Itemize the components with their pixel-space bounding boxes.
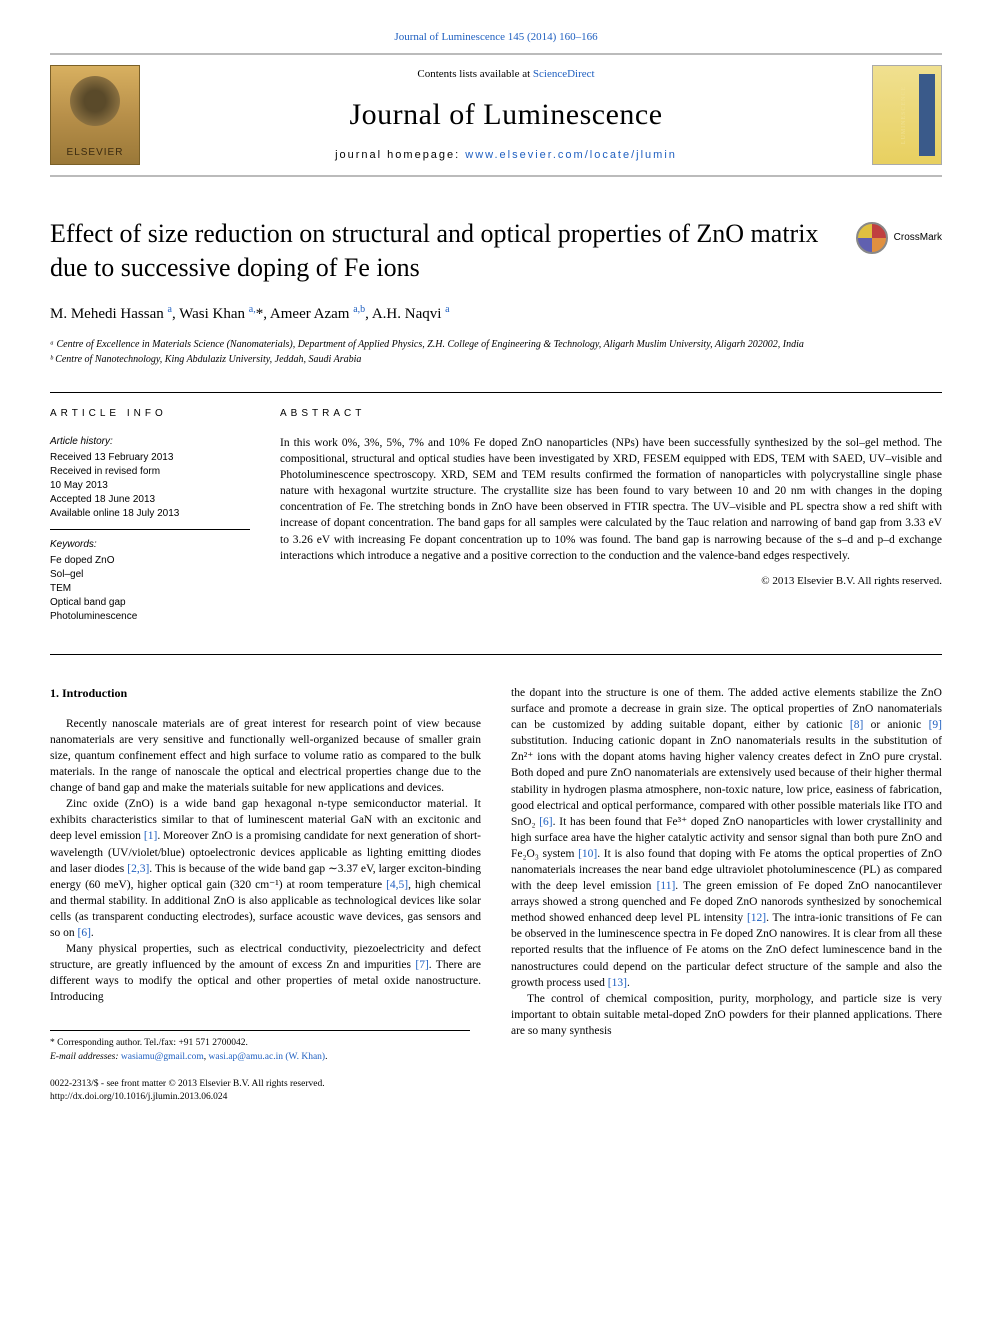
journal-name: Journal of Luminescence	[140, 94, 872, 136]
keyword: Photoluminescence	[50, 610, 250, 624]
citation[interactable]: [6]	[77, 927, 90, 939]
corresponding-author-note: * Corresponding author. Tel./fax: +91 57…	[50, 1037, 470, 1050]
footnotes: * Corresponding author. Tel./fax: +91 57…	[50, 1030, 470, 1064]
history-label: Article history:	[50, 435, 250, 449]
citation[interactable]: [9]	[929, 719, 942, 731]
affiliation-a: ᵃ Centre of Excellence in Materials Scie…	[50, 337, 942, 352]
intro-p3-cont: the dopant into the structure is one of …	[511, 685, 942, 991]
abstract-block: abstract In this work 0%, 3%, 5%, 7% and…	[280, 407, 942, 640]
doi-line: http://dx.doi.org/10.1016/j.jlumin.2013.…	[50, 1091, 481, 1104]
crossmark-label: CrossMark	[894, 231, 942, 245]
citation[interactable]: [1]	[144, 830, 157, 842]
journal-header: Contents lists available at ScienceDirec…	[50, 53, 942, 177]
citation[interactable]: [8]	[850, 719, 863, 731]
history-line: Received 13 February 2013	[50, 451, 250, 465]
history-line: Accepted 18 June 2013	[50, 493, 250, 507]
intro-p3: Many physical properties, such as electr…	[50, 941, 481, 1005]
column-right: the dopant into the structure is one of …	[511, 685, 942, 1105]
journal-citation[interactable]: Journal of Luminescence 145 (2014) 160–1…	[50, 30, 942, 45]
intro-p1: Recently nanoscale materials are of grea…	[50, 716, 481, 796]
abstract-text: In this work 0%, 3%, 5%, 7% and 10% Fe d…	[280, 435, 942, 564]
citation[interactable]: [4,5]	[386, 879, 408, 891]
contents-line: Contents lists available at ScienceDirec…	[140, 67, 872, 82]
history-line: Received in revised form	[50, 465, 250, 479]
column-left: 1. Introduction Recently nanoscale mater…	[50, 685, 481, 1105]
issn-line: 0022-2313/$ - see front matter © 2013 El…	[50, 1078, 481, 1091]
keyword: Sol–gel	[50, 568, 250, 582]
article-info-block: article info Article history: Received 1…	[50, 407, 250, 640]
elsevier-tree-icon	[50, 65, 140, 165]
body-columns: 1. Introduction Recently nanoscale mater…	[50, 685, 942, 1105]
elsevier-logo	[50, 65, 140, 165]
history-line: Available online 18 July 2013	[50, 507, 250, 521]
author-email-link[interactable]: wasiamu@gmail.com	[121, 1052, 204, 1062]
citation[interactable]: [13]	[608, 977, 627, 989]
affiliation-b: ᵇ Centre of Nanotechnology, King Abdulaz…	[50, 352, 942, 367]
abstract-heading: abstract	[280, 407, 942, 421]
journal-center-block: Contents lists available at ScienceDirec…	[140, 67, 872, 164]
intro-heading: 1. Introduction	[50, 685, 481, 702]
keywords-label: Keywords:	[50, 538, 250, 552]
affiliations: ᵃ Centre of Excellence in Materials Scie…	[50, 337, 942, 367]
citation[interactable]: [10]	[578, 848, 597, 860]
page-footer: 0022-2313/$ - see front matter © 2013 El…	[50, 1078, 481, 1105]
keyword: Fe doped ZnO	[50, 554, 250, 568]
article-info-heading: article info	[50, 407, 250, 421]
article-title: Effect of size reduction on structural a…	[50, 217, 942, 285]
contents-prefix: Contents lists available at	[417, 68, 532, 80]
crossmark-icon	[856, 222, 888, 254]
citation[interactable]: [12]	[747, 912, 766, 924]
history-line: 10 May 2013	[50, 479, 250, 493]
homepage-prefix: journal homepage:	[335, 149, 465, 161]
citation[interactable]: [2,3]	[127, 863, 149, 875]
citation[interactable]: [11]	[657, 880, 676, 892]
crossmark-badge[interactable]: CrossMark	[856, 222, 942, 254]
citation[interactable]: [7]	[415, 959, 428, 971]
email-line: E-mail addresses: wasiamu@gmail.com, was…	[50, 1051, 470, 1064]
citation[interactable]: [6]	[539, 816, 552, 828]
intro-p4: The control of chemical composition, pur…	[511, 991, 942, 1039]
keyword: TEM	[50, 582, 250, 596]
article-history-block: Article history: Received 13 February 20…	[50, 435, 250, 530]
author-list: M. Mehedi Hassan a, Wasi Khan a,*, Ameer…	[50, 303, 942, 325]
author-email-link[interactable]: wasi.ap@amu.ac.in (W. Khan)	[209, 1052, 326, 1062]
journal-cover-thumbnail	[872, 65, 942, 165]
keywords-block: Keywords: Fe doped ZnO Sol–gel TEM Optic…	[50, 538, 250, 632]
sciencedirect-link[interactable]: ScienceDirect	[533, 68, 595, 80]
keyword: Optical band gap	[50, 596, 250, 610]
intro-p2: Zinc oxide (ZnO) is a wide band gap hexa…	[50, 796, 481, 941]
homepage-line: journal homepage: www.elsevier.com/locat…	[140, 148, 872, 163]
homepage-link[interactable]: www.elsevier.com/locate/jlumin	[465, 149, 677, 161]
abstract-copyright: © 2013 Elsevier B.V. All rights reserved…	[280, 574, 942, 589]
